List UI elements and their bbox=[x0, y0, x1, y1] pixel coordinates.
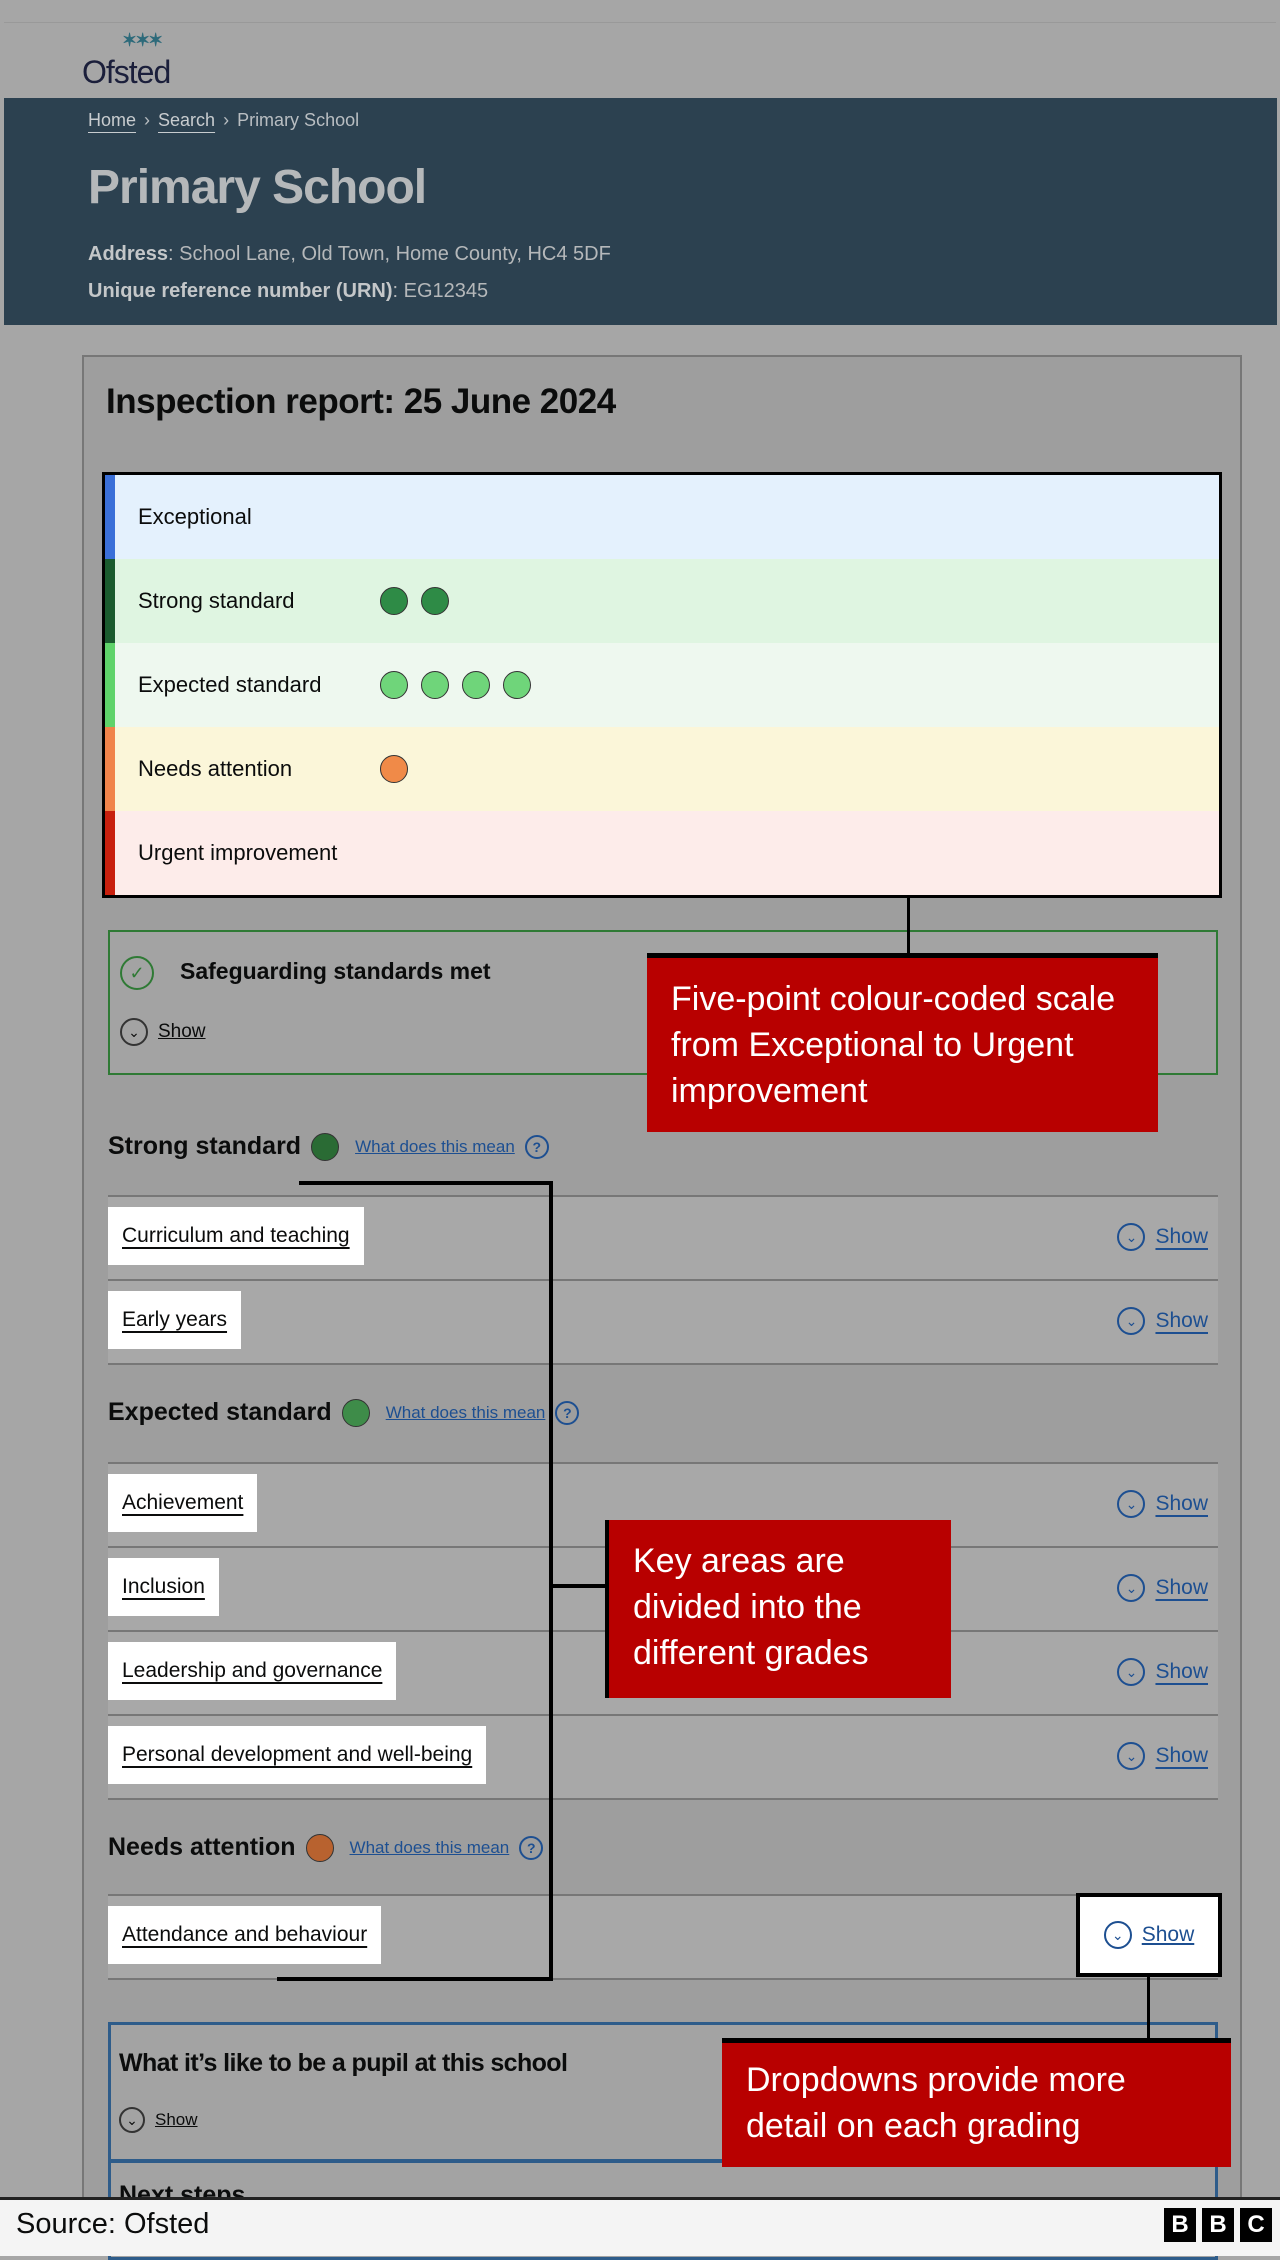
source-credit: Source: Ofsted bbox=[16, 2208, 210, 2240]
key-area-link[interactable]: Early years bbox=[108, 1291, 242, 1349]
chevron-down-circle-icon: ⌄ bbox=[1117, 1658, 1146, 1686]
grade-dot-icon bbox=[380, 671, 408, 699]
show-toggle[interactable]: ⌄ Show bbox=[1117, 1490, 1208, 1518]
chevron-right-icon: › bbox=[223, 110, 230, 130]
scale-label: Needs attention bbox=[138, 756, 293, 781]
key-area-row: Early years ⌄ Show bbox=[108, 1279, 1218, 1363]
what-does-this-mean-link[interactable]: What does this mean bbox=[355, 1136, 515, 1156]
grade-dot-icon bbox=[380, 587, 408, 615]
annotation-connector bbox=[549, 1181, 553, 1981]
scale-label: Expected standard bbox=[138, 672, 322, 697]
section-heading: Needs attention What does this mean? bbox=[108, 1833, 544, 1862]
section-divider bbox=[108, 1978, 1218, 1980]
grade-dot-icon bbox=[311, 1132, 340, 1161]
grade-dot-icon bbox=[341, 1398, 370, 1427]
grade-color-bar bbox=[105, 811, 115, 895]
school-header-band bbox=[4, 98, 1277, 325]
chevron-down-circle-icon: ⌄ bbox=[1117, 1307, 1146, 1335]
highlighted-show-button[interactable]: ⌄ Show bbox=[1076, 1893, 1222, 1977]
show-toggle[interactable]: ⌄ Show bbox=[1117, 1223, 1208, 1251]
footer bbox=[0, 2197, 1280, 2256]
chevron-down-circle-icon: ⌄ bbox=[120, 1018, 148, 1046]
grade-dot-icon bbox=[462, 671, 490, 699]
annotation-dropdowns: Dropdowns provide more detail on each gr… bbox=[722, 2038, 1231, 2167]
key-area-link[interactable]: Inclusion bbox=[108, 1558, 219, 1616]
grade-color-bar bbox=[105, 559, 115, 643]
show-toggle[interactable]: ⌄ Show bbox=[1117, 1307, 1208, 1335]
key-area-link[interactable]: Leadership and governance bbox=[108, 1642, 397, 1700]
help-question-icon[interactable]: ? bbox=[519, 1835, 544, 1860]
scale-row: Strong standard bbox=[105, 559, 1219, 643]
annotation-areas: Key areas are divided into the different… bbox=[605, 1520, 951, 1698]
check-circle-icon: ✓ bbox=[120, 956, 154, 990]
show-toggle[interactable]: ⌄ Show bbox=[1117, 1574, 1208, 1602]
section-heading: Expected standard What does this mean? bbox=[108, 1398, 580, 1427]
help-question-icon[interactable]: ? bbox=[524, 1134, 549, 1159]
chevron-right-icon: › bbox=[144, 110, 151, 130]
key-area-link[interactable]: Curriculum and teaching bbox=[108, 1207, 364, 1265]
grade-dot-icon bbox=[421, 671, 449, 699]
grade-color-bar bbox=[105, 727, 115, 811]
annotation-connector bbox=[277, 1977, 553, 1981]
chevron-down-circle-icon: ⌄ bbox=[1117, 1223, 1146, 1251]
grade-scale: Exceptional Strong standard Expected stand… bbox=[102, 472, 1222, 898]
pupil-box-title: What it’s like to be a pupil at this sch… bbox=[119, 2049, 568, 2077]
grade-dot-icon bbox=[305, 1833, 334, 1862]
section-divider bbox=[108, 1798, 1218, 1800]
key-area-row: Curriculum and teaching ⌄ Show bbox=[108, 1195, 1218, 1279]
section-heading: Strong standard What does this mean? bbox=[108, 1132, 549, 1161]
annotation-connector bbox=[1147, 1977, 1150, 2039]
safeguarding-title: Safeguarding standards met bbox=[180, 958, 491, 984]
breadcrumb: Home › Search › Primary School bbox=[88, 110, 359, 131]
grade-dot-icon bbox=[503, 671, 531, 699]
show-toggle[interactable]: ⌄ Show bbox=[1117, 1658, 1208, 1686]
header-divider bbox=[4, 22, 1276, 23]
chevron-down-circle-icon: ⌄ bbox=[1103, 1921, 1132, 1949]
page-title: Primary School bbox=[88, 161, 427, 214]
grade-dot-icon bbox=[421, 587, 449, 615]
scale-label: Exceptional bbox=[138, 504, 252, 529]
scale-row: Exceptional bbox=[105, 475, 1219, 559]
key-area-row: Personal development and well-being ⌄ Show bbox=[108, 1714, 1218, 1798]
ofsted-logo[interactable]: ✶✶✶ Ofsted bbox=[82, 30, 171, 90]
report-title: Inspection report: 25 June 2024 bbox=[106, 382, 616, 421]
scale-row: Needs attention bbox=[105, 727, 1219, 811]
what-does-this-mean-link[interactable]: What does this mean bbox=[349, 1837, 510, 1857]
chevron-down-circle-icon: ⌄ bbox=[1117, 1490, 1146, 1518]
annotation-connector bbox=[907, 897, 910, 955]
grade-dot-icon bbox=[380, 755, 408, 783]
chevron-down-circle-icon: ⌄ bbox=[1117, 1742, 1146, 1770]
scale-row: Expected standard bbox=[105, 643, 1219, 727]
scale-label: Strong standard bbox=[138, 588, 295, 613]
chevron-down-circle-icon: ⌄ bbox=[119, 2107, 145, 2133]
what-does-this-mean-link[interactable]: What does this mean bbox=[385, 1402, 546, 1422]
key-area-link[interactable]: Personal development and well-being bbox=[108, 1726, 487, 1784]
show-toggle[interactable]: ⌄ Show bbox=[1117, 1742, 1208, 1770]
help-question-icon[interactable]: ? bbox=[555, 1400, 580, 1425]
pupil-box-show-toggle[interactable]: ⌄ Show bbox=[119, 2107, 198, 2133]
annotation-connector bbox=[549, 1584, 609, 1588]
grade-color-bar bbox=[105, 475, 115, 559]
annotation-scale: Five-point colour-coded scale from Excep… bbox=[647, 953, 1158, 1132]
safeguarding-show-toggle[interactable]: ⌄ Show bbox=[120, 1018, 206, 1046]
key-area-link[interactable]: Achievement bbox=[108, 1474, 258, 1532]
school-address: Address: School Lane, Old Town, Home Cou… bbox=[88, 243, 611, 265]
school-urn: Unique reference number (URN): EG12345 bbox=[88, 280, 489, 302]
annotation-connector bbox=[299, 1181, 553, 1185]
chevron-down-circle-icon: ⌄ bbox=[1117, 1574, 1146, 1602]
scale-row: Urgent improvement bbox=[105, 811, 1219, 895]
logo-figures-icon: ✶✶✶ bbox=[122, 30, 163, 50]
key-area-link[interactable]: Attendance and behaviour bbox=[108, 1906, 382, 1964]
breadcrumb-current: Primary School bbox=[237, 110, 360, 130]
grade-color-bar bbox=[105, 643, 115, 727]
section-divider bbox=[108, 1363, 1218, 1365]
key-area-row: Attendance and behaviour bbox=[108, 1894, 1218, 1978]
scale-label: Urgent improvement bbox=[138, 840, 338, 865]
breadcrumb-search[interactable]: Search bbox=[158, 110, 216, 130]
breadcrumb-home[interactable]: Home bbox=[88, 110, 137, 130]
